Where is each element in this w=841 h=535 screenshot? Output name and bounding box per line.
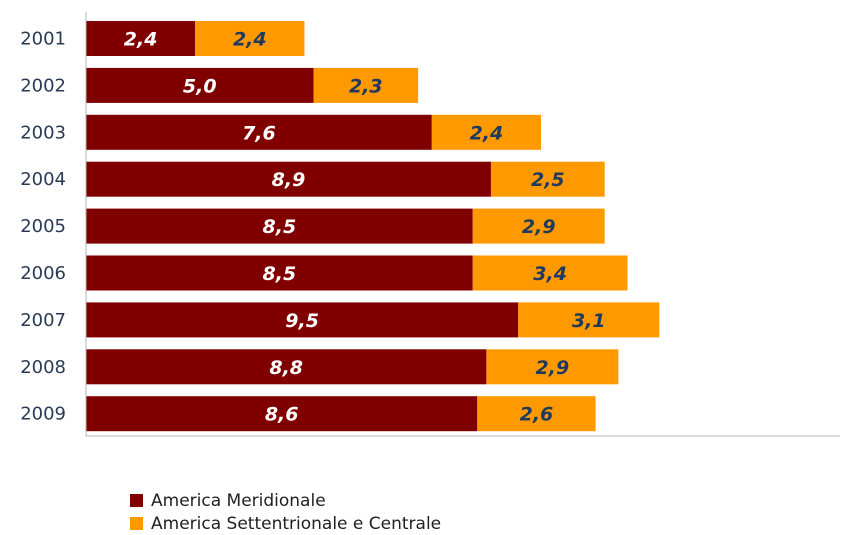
data-label-2008-series-1: 2,9 [536,357,570,379]
y-tick-label-2008: 2008 [20,357,66,378]
stacked-bar-chart: 2001 2002 2003 2004 2005 2006 2007 2008 2009 2,4… [20,12,840,437]
bar-2002-series-1 [313,67,419,103]
data-label-2004-series-1: 2,5 [531,169,565,191]
data-label-2006-series-1: 3,4 [533,263,567,285]
legend-swatch-america-meridionale [130,494,143,507]
bar-2005-series-0 [86,208,473,244]
legend-swatch-america-settentrionale [130,517,143,530]
data-label-2009-series-1: 2,6 [520,404,554,426]
bar-2008-series-0 [86,349,487,385]
y-tick-label-2005: 2005 [20,216,66,237]
y-tick-label-2006: 2006 [20,263,66,284]
legend: America Meridionale America Settentriona… [130,489,441,535]
bar-2001-series-1 [195,21,305,56]
bar-2007-series-1 [518,302,660,338]
y-tick-label-2003: 2003 [20,122,66,143]
y-tick-label-2007: 2007 [20,310,66,331]
data-label-2005-series-0: 8,5 [263,216,297,238]
data-label-2009-series-0: 8,6 [265,404,299,426]
bar-2009-series-1 [477,396,596,432]
legend-item-america-settentrionale: America Settentrionale e Centrale [130,512,441,535]
legend-label: America Settentrionale e Centrale [151,513,442,534]
bar-2006-series-1 [472,255,628,291]
y-axis-tick-labels: 2001 2002 2003 2004 2005 2006 2007 2008 2009 [20,29,66,425]
bar-2006-series-0 [86,255,473,291]
bar-data-labels: 2,4 2,4 5,0 2,3 7,6 2,4 8,9 2,5 8,5 2,9 8,5 3,4 9,5 3… [124,29,606,426]
bar-2001-series-0 [86,21,196,56]
data-label-2002-series-1: 2,3 [349,75,383,97]
data-label-2003-series-0: 7,6 [242,122,276,144]
y-tick-label-2009: 2009 [20,404,66,425]
data-label-2003-series-1: 2,4 [470,122,504,144]
data-label-2004-series-0: 8,9 [272,169,306,191]
data-label-2007-series-0: 9,5 [285,310,319,332]
data-label-2002-series-0: 5,0 [183,75,217,97]
bar-2005-series-1 [472,208,605,244]
bar-2009-series-0 [86,396,478,432]
data-label-2006-series-0: 8,5 [263,263,297,285]
bar-series [86,21,660,432]
legend-label: America Meridionale [151,490,326,511]
data-label-2001-series-0: 2,4 [124,29,158,51]
y-tick-label-2001: 2001 [20,29,66,50]
legend-item-america-meridionale: America Meridionale [130,489,441,512]
y-tick-label-2002: 2002 [20,75,66,96]
bar-2003-series-1 [431,114,541,150]
data-label-2008-series-0: 8,8 [269,357,303,379]
bar-2003-series-0 [86,114,432,150]
bar-2008-series-1 [486,349,619,385]
data-label-2005-series-1: 2,9 [522,216,556,238]
data-label-2001-series-1: 2,4 [233,29,267,51]
bar-2004-series-0 [86,161,491,197]
y-tick-label-2004: 2004 [20,169,66,190]
bar-2007-series-0 [86,302,519,338]
bar-2002-series-0 [86,67,314,103]
bar-2004-series-1 [490,161,605,197]
data-label-2007-series-1: 3,1 [572,310,606,332]
